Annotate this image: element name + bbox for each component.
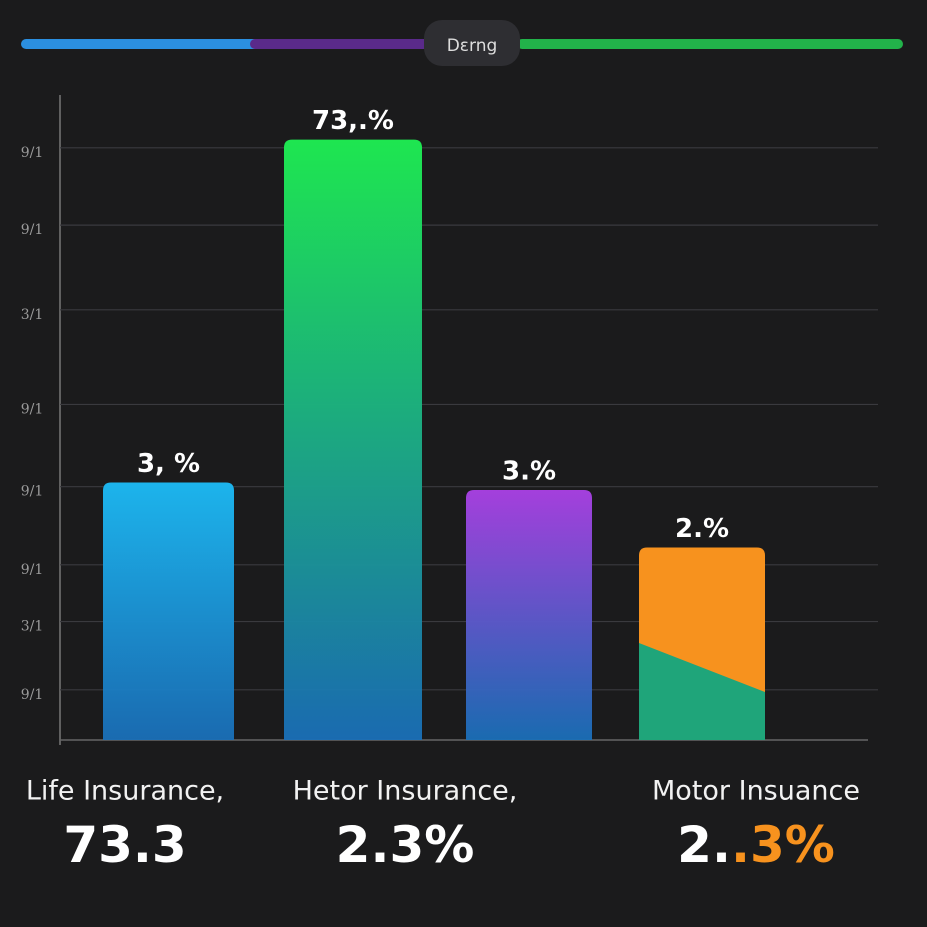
y-tick-label: 9/1 xyxy=(21,401,44,417)
footer-value-part: 73.3 xyxy=(63,816,186,874)
footer-label: Motor Insuance xyxy=(652,776,860,807)
bar-label: 3.% xyxy=(502,456,556,486)
bar-label: 2.% xyxy=(675,514,729,544)
bar-label: 73,.% xyxy=(312,106,394,136)
footer-value-part: 2. xyxy=(677,816,731,874)
badge xyxy=(424,20,520,66)
y-tick-label: 9/1 xyxy=(21,562,44,578)
y-tick-label: 9/1 xyxy=(21,145,44,161)
footer-value: 73.3 xyxy=(63,816,186,874)
bar xyxy=(103,482,234,740)
y-tick-label: 3/1 xyxy=(21,619,44,635)
y-tick-label: 3/1 xyxy=(21,307,44,323)
bar-accent xyxy=(639,643,765,740)
bar xyxy=(466,489,592,740)
y-tick-label: 9/1 xyxy=(21,222,44,238)
footer-label: Life Insurance, xyxy=(26,776,224,807)
y-tick-label: 9/1 xyxy=(21,484,44,500)
footer-label: Hetor Insurance, xyxy=(293,776,518,807)
footer-value: 2..3% xyxy=(677,816,835,874)
bar xyxy=(284,139,422,740)
footer-value-part: 2.3% xyxy=(336,816,475,874)
footer-value: 2.3% xyxy=(336,816,475,874)
y-tick-label: 9/1 xyxy=(21,687,44,703)
badge-text: Dɛrng xyxy=(447,36,498,56)
bar-label: 3, % xyxy=(137,449,200,479)
footer-value-part: .3% xyxy=(731,816,835,874)
